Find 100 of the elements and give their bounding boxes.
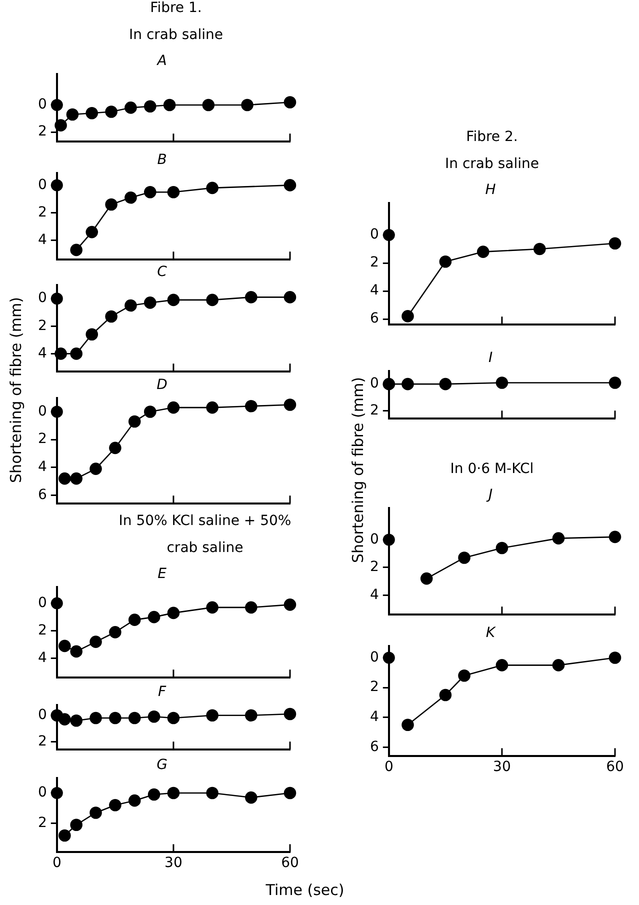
chart-title: F xyxy=(158,684,167,700)
text: Fibre 2. xyxy=(465,128,519,147)
point xyxy=(124,191,137,204)
point xyxy=(167,606,180,620)
point xyxy=(128,614,141,626)
x-tick-label: 30 xyxy=(493,759,511,776)
text: In crab saline xyxy=(128,26,224,45)
text: Fibre 1. xyxy=(149,0,203,18)
point xyxy=(458,669,470,682)
y-tick-label: 4 xyxy=(370,709,379,726)
point xyxy=(420,572,433,585)
chart-title: E xyxy=(158,566,167,582)
point xyxy=(50,786,63,799)
y-tick-label: 4 xyxy=(370,282,379,299)
point xyxy=(552,532,565,544)
point xyxy=(245,601,258,614)
point xyxy=(109,798,122,812)
x-tick-label: 30 xyxy=(164,855,182,872)
chart-title: K xyxy=(486,625,497,642)
point xyxy=(382,534,395,546)
y-tick-label: 6 xyxy=(38,486,47,503)
point xyxy=(284,179,296,192)
y-tick-label: 4 xyxy=(38,232,47,248)
y-tick-label: 4 xyxy=(38,650,47,666)
chart-title: J xyxy=(485,487,493,504)
point xyxy=(167,401,180,414)
point xyxy=(608,530,622,544)
point xyxy=(382,229,395,241)
point xyxy=(70,472,82,485)
y-tick-label: 0 xyxy=(38,784,47,801)
point xyxy=(144,406,156,418)
y-tick-label: 2 xyxy=(38,204,47,220)
point xyxy=(206,294,218,306)
point xyxy=(90,636,102,648)
point xyxy=(144,186,156,198)
point xyxy=(608,652,622,664)
y-tick-label: 0 xyxy=(370,226,379,243)
chart-title: G xyxy=(156,757,168,774)
point xyxy=(144,296,156,309)
point xyxy=(284,291,296,304)
y-tick-label: 4 xyxy=(38,459,47,476)
point xyxy=(109,712,122,724)
point xyxy=(128,794,141,807)
y-tick-label: 2 xyxy=(38,733,47,750)
point xyxy=(202,98,215,112)
point xyxy=(148,610,160,624)
y-tick-label: 0 xyxy=(38,403,47,420)
point xyxy=(128,712,141,724)
point xyxy=(284,96,296,108)
chart-title: I xyxy=(488,350,493,366)
point xyxy=(54,119,67,132)
point xyxy=(496,542,508,554)
point xyxy=(167,294,180,306)
point xyxy=(124,299,137,312)
point xyxy=(382,652,395,664)
y-tick-label: 2 xyxy=(38,622,47,638)
x-tick-label: 60 xyxy=(606,759,624,776)
y-tick-label: 2 xyxy=(38,814,47,831)
point xyxy=(245,709,258,722)
x-tick-label: 60 xyxy=(281,855,299,872)
point xyxy=(50,98,63,111)
y-tick-label: 2 xyxy=(38,124,47,140)
point xyxy=(206,709,218,722)
point xyxy=(86,106,98,120)
point xyxy=(439,688,452,702)
y-axis-title: Shortening of fibre (mm) xyxy=(7,297,25,483)
chart-title: C xyxy=(157,264,168,280)
y-tick-label: 0 xyxy=(38,706,47,723)
point xyxy=(284,786,296,800)
point xyxy=(148,788,160,801)
y-tick-label: 0 xyxy=(370,649,379,666)
chart-title: B xyxy=(157,152,167,168)
point xyxy=(402,310,414,322)
point xyxy=(58,472,71,485)
point xyxy=(109,626,122,638)
y-tick-label: 2 xyxy=(38,318,47,334)
point xyxy=(533,242,546,256)
point xyxy=(58,829,71,842)
y-tick-label: 2 xyxy=(370,402,379,418)
point xyxy=(50,406,63,418)
point xyxy=(70,714,82,727)
point xyxy=(90,462,102,475)
point xyxy=(90,712,102,724)
y-tick-label: 0 xyxy=(38,290,47,306)
y-tick-label: 0 xyxy=(38,96,47,113)
point xyxy=(105,198,118,211)
point xyxy=(105,106,118,118)
chart-title: D xyxy=(156,377,168,394)
x-tick-label: 0 xyxy=(384,759,394,776)
y-tick-label: 0 xyxy=(370,376,379,392)
y-tick-label: 4 xyxy=(370,586,379,603)
y-axis-title: Shortening of fibre (mm) xyxy=(349,377,367,563)
y-tick-label: 6 xyxy=(370,310,379,327)
y-tick-label: 0 xyxy=(370,531,379,548)
point xyxy=(458,552,470,564)
point xyxy=(284,708,296,720)
chart-title: H xyxy=(485,182,496,198)
point xyxy=(167,786,180,800)
y-tick-label: 2 xyxy=(370,254,379,271)
point xyxy=(284,598,296,611)
